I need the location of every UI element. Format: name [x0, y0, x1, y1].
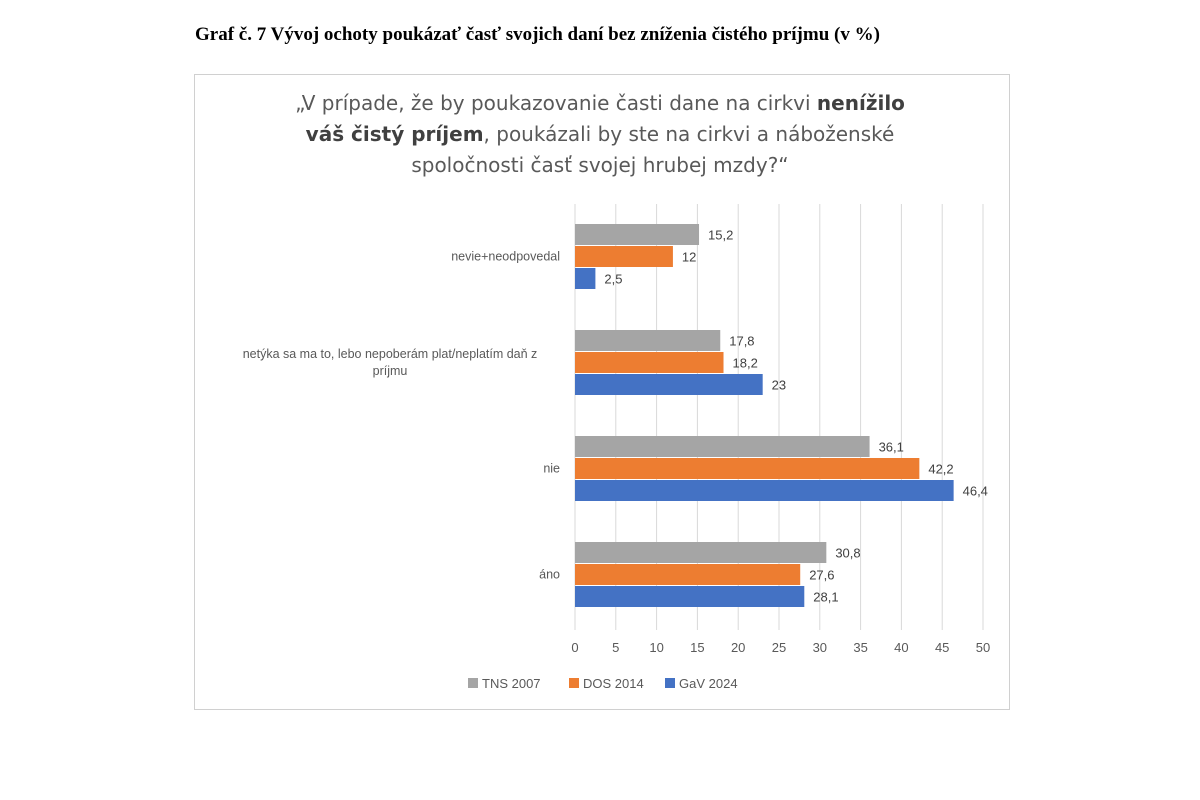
chart-title-line-2: váš čistý príjem, poukázali by ste na ci… — [0, 119, 1200, 150]
category-label-2-0: nie — [543, 462, 560, 476]
data-label-dos-2014-1: 18,2 — [733, 356, 758, 371]
data-label-dos-2014-3: 27,6 — [809, 568, 834, 583]
category-label-1-0: netýka sa ma to, lebo nepoberám plat/nep… — [243, 347, 538, 361]
x-tick-label-30: 30 — [813, 640, 827, 655]
bar-tns-2007-1 — [575, 330, 721, 351]
legend-swatch-dos-2014 — [569, 678, 579, 688]
data-label-tns-2007-2: 36,1 — [879, 440, 904, 455]
title-text-1a: „V prípade, že by poukazovanie časti dan… — [295, 91, 817, 115]
bar-gav-2024-1 — [575, 374, 763, 395]
data-label-tns-2007-1: 17,8 — [729, 334, 754, 349]
x-tick-label-40: 40 — [894, 640, 908, 655]
x-tick-label-15: 15 — [690, 640, 704, 655]
x-tick-label-50: 50 — [976, 640, 990, 655]
x-tick-label-45: 45 — [935, 640, 949, 655]
chart-title: „V prípade, že by poukazovanie časti dan… — [0, 88, 1200, 181]
legend-label-tns-2007: TNS 2007 — [482, 676, 541, 691]
bar-dos-2014-3 — [575, 564, 801, 585]
title-text-3: spoločnosti časť svojej hrubej mzdy?“ — [411, 153, 789, 177]
bar-gav-2024-2 — [575, 480, 954, 501]
title-text-2b: , poukázali by ste na cirkvi a nábožensk… — [483, 122, 895, 146]
data-label-tns-2007-0: 15,2 — [708, 228, 733, 243]
x-tick-label-20: 20 — [731, 640, 745, 655]
legend-swatch-gav-2024 — [665, 678, 675, 688]
figure-caption: Graf č. 7 Vývoj ochoty poukázať časť svo… — [195, 24, 880, 45]
x-tick-label-0: 0 — [571, 640, 578, 655]
x-tick-label-35: 35 — [853, 640, 867, 655]
x-tick-label-5: 5 — [612, 640, 619, 655]
bar-gav-2024-3 — [575, 586, 805, 607]
data-label-dos-2014-2: 42,2 — [928, 462, 953, 477]
legend-label-gav-2024: GaV 2024 — [679, 676, 738, 691]
chart-title-line-1: „V prípade, že by poukazovanie časti dan… — [0, 88, 1200, 119]
data-label-gav-2024-0: 2,5 — [604, 272, 622, 287]
title-text-2a: váš čistý príjem — [305, 122, 484, 146]
bar-gav-2024-0 — [575, 268, 596, 289]
bar-dos-2014-2 — [575, 458, 920, 479]
x-tick-label-10: 10 — [649, 640, 663, 655]
category-label-0-0: nevie+neodpovedal — [451, 250, 560, 264]
data-label-gav-2024-2: 46,4 — [963, 484, 988, 499]
bar-tns-2007-0 — [575, 224, 700, 245]
data-label-tns-2007-3: 30,8 — [835, 546, 860, 561]
category-label-3-0: áno — [539, 568, 560, 582]
data-label-gav-2024-1: 23 — [772, 378, 786, 393]
category-label-1-1: príjmu — [373, 364, 408, 378]
x-tick-label-25: 25 — [772, 640, 786, 655]
bar-tns-2007-2 — [575, 436, 870, 457]
data-label-dos-2014-0: 12 — [682, 250, 696, 265]
legend-swatch-tns-2007 — [468, 678, 478, 688]
chart-title-line-3: spoločnosti časť svojej hrubej mzdy?“ — [0, 150, 1200, 181]
bar-dos-2014-0 — [575, 246, 673, 267]
bar-tns-2007-3 — [575, 542, 827, 563]
bar-dos-2014-1 — [575, 352, 724, 373]
data-label-gav-2024-3: 28,1 — [813, 590, 838, 605]
title-text-1b: nenížilo — [816, 91, 905, 115]
legend-label-dos-2014: DOS 2014 — [583, 676, 644, 691]
